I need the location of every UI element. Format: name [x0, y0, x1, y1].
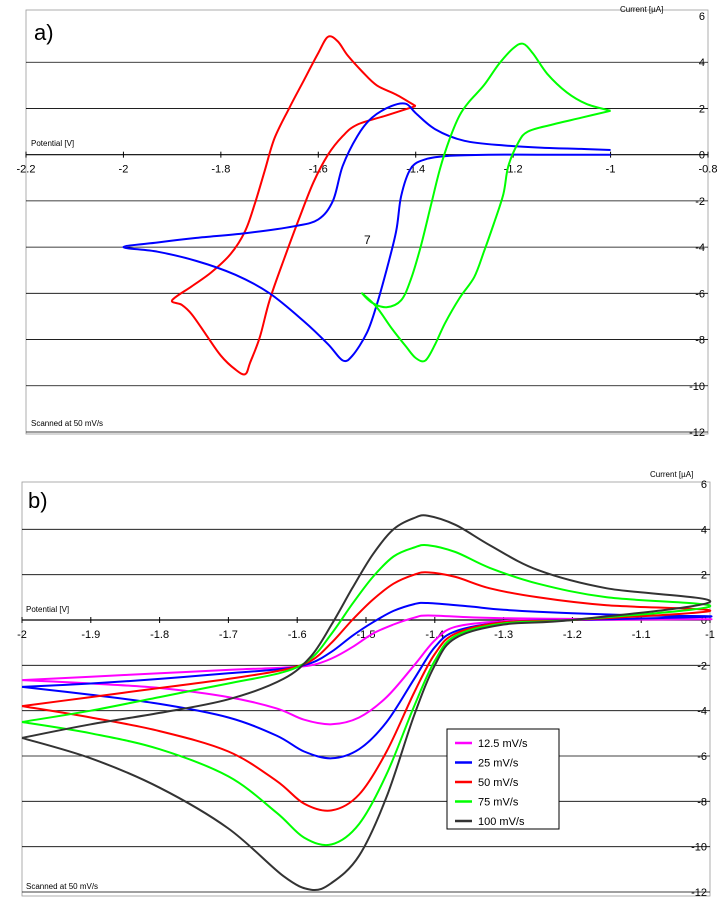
panel-b-x-tick-label: -1 — [705, 629, 715, 641]
panel-b-y-tick-label: 0 — [701, 615, 707, 627]
panel-b-x-tick-label: -1.6 — [288, 629, 307, 641]
panel-b-y-tick-label: -2 — [697, 660, 707, 672]
panel-a-y-tick-label: -12 — [689, 427, 705, 439]
panel-a: a) Current [µA] Potential [V] Scanned at… — [17, 5, 718, 439]
panel-a-y-tick-label: -8 — [695, 335, 705, 347]
panel-b-x-tick-label: -1.2 — [563, 629, 582, 641]
panel-b-y-tick-label: -6 — [697, 751, 707, 763]
panel-a-series-green — [361, 42, 611, 363]
panel-b-x-tick-label: -1.9 — [81, 629, 100, 641]
panel-b-y-tick-label: -4 — [697, 706, 707, 718]
panel-a-y-tick-label: 2 — [699, 103, 705, 115]
legend-label: 12.5 mV/s — [478, 738, 528, 750]
panel-a-series-blue — [122, 102, 611, 363]
panel-a-y-tick-label: -4 — [695, 242, 705, 254]
legend-label: 50 mV/s — [478, 777, 519, 789]
panel-a-x-tick-label: -1 — [606, 164, 616, 176]
panel-b-legend: 12.5 mV/s 25 mV/s 50 mV/s 75 mV/s 100 mV/s — [446, 728, 560, 830]
panel-b-x-tick-label: -1.3 — [494, 629, 513, 641]
panel-a-note: Scanned at 50 mV/s — [31, 419, 103, 428]
panel-a-label: a) — [34, 20, 54, 45]
panel-a-x-tick-label: -2.2 — [17, 164, 36, 176]
panel-b-series-75-mv-s — [21, 543, 712, 847]
panel-a-x-tick-label: -0.8 — [699, 164, 718, 176]
panel-b-y-tick-label: -10 — [691, 842, 707, 854]
panel-a-y-tick-label: 0 — [699, 150, 705, 162]
panel-b: b) Current [µA] Potential [V] Scanned at… — [17, 470, 715, 899]
panel-a-ylabel: Current [µA] — [620, 5, 663, 14]
panel-a-annotation: 7 — [364, 233, 371, 247]
panel-b-y-tick-label: 6 — [701, 479, 707, 491]
panel-b-series-100-mv-s — [21, 514, 712, 891]
panel-a-y-tick-label: -10 — [689, 381, 705, 393]
panel-b-y-tick-label: -8 — [697, 796, 707, 808]
panel-a-y-tick-label: 6 — [699, 11, 705, 23]
panel-b-xlabel: Potential [V] — [26, 605, 69, 614]
legend-label: 25 mV/s — [478, 758, 519, 770]
panel-a-y-tick-label: -6 — [695, 288, 705, 300]
panel-b-x-tick-label: -1.4 — [425, 629, 444, 641]
legend-label: 75 mV/s — [478, 797, 519, 809]
panel-a-y-tick-label: 4 — [699, 57, 705, 69]
legend-label: 100 mV/s — [478, 816, 525, 828]
panel-b-x-tick-label: -1.5 — [357, 629, 376, 641]
panel-a-x-tick-label: -1.6 — [309, 164, 328, 176]
panel-b-series-25-mv-s — [21, 601, 713, 760]
panel-b-y-tick-label: -12 — [691, 887, 707, 899]
panel-a-frame — [25, 9, 709, 435]
panel-a-x-tick-label: -2 — [119, 164, 129, 176]
panel-b-series-50-mv-s — [21, 571, 712, 812]
panel-a-xlabel: Potential [V] — [31, 139, 74, 148]
panel-b-x-tick-label: -2 — [17, 629, 27, 641]
panel-b-ylabel: Current [µA] — [650, 470, 693, 479]
panel-b-x-tick-label: -1.8 — [150, 629, 169, 641]
panel-b-y-tick-label: 2 — [701, 570, 707, 582]
panel-b-x-tick-label: -1.7 — [219, 629, 238, 641]
panel-b-note: Scanned at 50 mV/s — [26, 882, 98, 891]
panel-b-frame — [21, 481, 711, 897]
panel-a-y-tick-label: -2 — [695, 196, 705, 208]
panel-a-series-red — [170, 35, 417, 376]
panel-b-y-tick-label: 4 — [701, 524, 707, 536]
panel-b-label: b) — [28, 488, 48, 513]
panel-a-x-tick-label: -1.8 — [211, 164, 230, 176]
panel-b-x-tick-label: -1.1 — [632, 629, 651, 641]
legend-box — [446, 728, 560, 830]
